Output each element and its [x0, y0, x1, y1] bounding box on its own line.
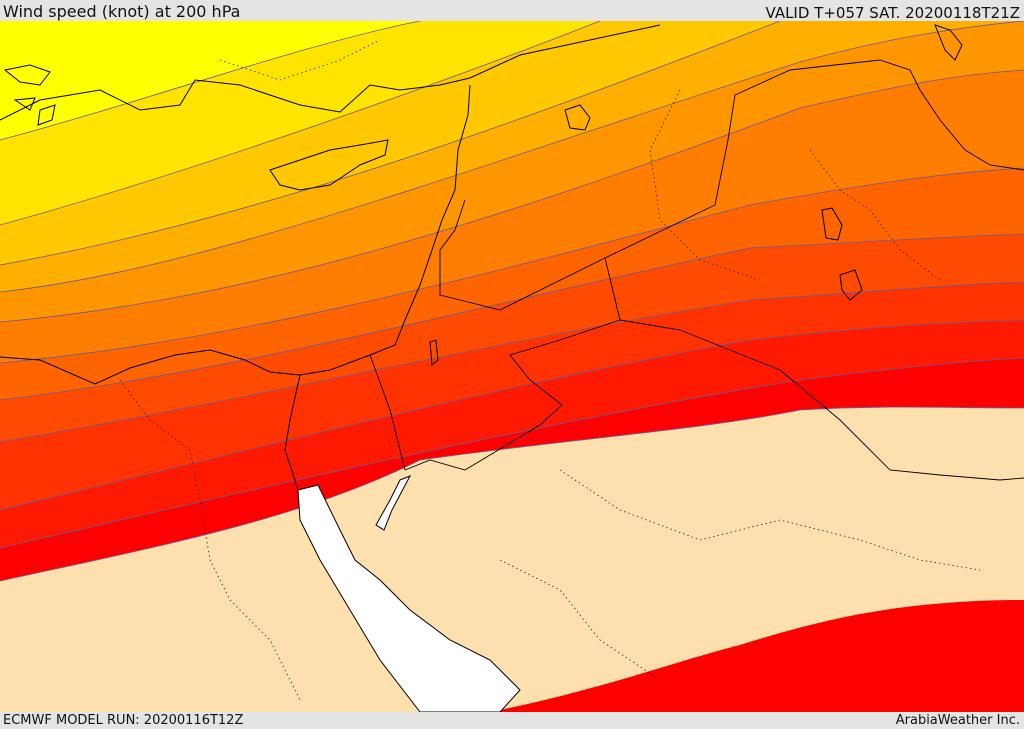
map-canvas: [0, 21, 1024, 712]
calm-region: [0, 407, 1024, 712]
cyprus: [269, 139, 389, 191]
contour-lines: [0, 21, 1024, 582]
lake-van: [564, 104, 591, 131]
aegean-islands: [3, 64, 56, 126]
province-borders: [119, 39, 981, 701]
country-borders: [369, 59, 1024, 481]
dead-sea: [429, 339, 439, 366]
valid-time: VALID T+057 SAT. 20200118T21Z: [765, 4, 1020, 22]
sea-areas: [297, 475, 521, 712]
red-sea: [297, 484, 521, 712]
iraq-lakes: [821, 207, 863, 301]
wind-speed-map: [0, 21, 1024, 712]
mediterranean-coast: [0, 84, 471, 385]
anatolian-coast: [0, 24, 661, 121]
lake-urmia: [934, 24, 963, 61]
sinai-coast: [284, 374, 301, 491]
map-title: Wind speed (knot) at 200 hPa: [3, 2, 241, 21]
model-run: ECMWF MODEL RUN: 20200116T12Z: [3, 713, 244, 728]
wind-bands: [0, 21, 1024, 712]
footer-bar: ECMWF MODEL RUN: 20200116T12Z ArabiaWeat…: [0, 712, 1024, 729]
header-bar: Wind speed (knot) at 200 hPa VALID T+057…: [0, 0, 1024, 22]
wind-band-southeast: [490, 600, 1024, 712]
coastlines: [0, 24, 963, 491]
credit-text: ArabiaWeather Inc.: [895, 713, 1020, 728]
gulf-of-aqaba: [375, 475, 412, 531]
